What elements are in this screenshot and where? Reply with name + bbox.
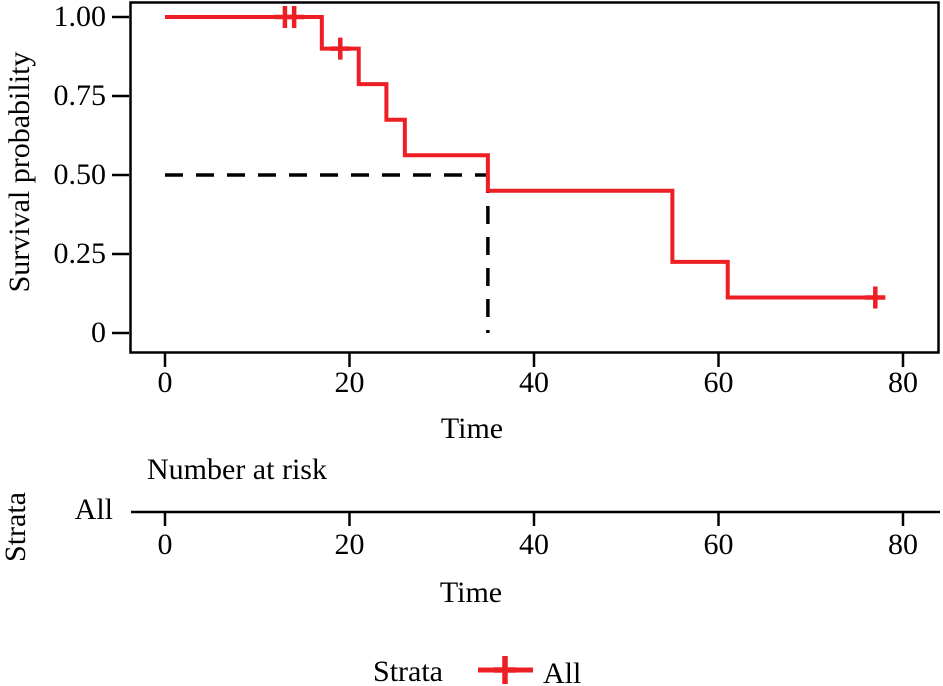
censor-marks: [274, 6, 886, 309]
risk-x-axis-title: Time: [439, 576, 503, 609]
y-tick-label: 1.00: [53, 0, 107, 33]
risk-x-tick-label: 0: [157, 528, 173, 561]
risk-table-axis-ticks: [163, 512, 905, 526]
censor-plus-mark: [330, 37, 351, 60]
y-tick-label: 0.25: [53, 237, 107, 270]
y-tick-label: 0.50: [53, 158, 107, 191]
y-tick-label: 0: [91, 316, 106, 349]
x-tick-label: 20: [334, 366, 365, 399]
x-axis-title: Time: [440, 412, 504, 445]
survival-step-curve: [165, 15, 885, 300]
median-survival-dashed-lines: [165, 173, 490, 333]
legend-plus-icon: [494, 656, 516, 684]
risk-x-tick-label: 80: [888, 528, 918, 561]
risk-x-tick-label: 20: [334, 528, 365, 561]
risk-table-row-label: All: [74, 493, 113, 526]
censor-plus-mark: [284, 6, 305, 28]
risk-table-axis-title: Strata: [0, 492, 32, 562]
legend-key-marker: [478, 656, 533, 684]
legend-item-label: All: [543, 657, 582, 686]
x-tick-label: 80: [888, 366, 918, 399]
censor-plus-mark: [865, 286, 886, 309]
km-curve-all: [165, 15, 885, 300]
x-tick-label: 60: [703, 366, 734, 399]
axis-ticks: [112, 15, 905, 367]
risk-x-tick-label: 40: [519, 528, 549, 561]
x-tick-label: 0: [157, 366, 173, 399]
plot-panel-border: [129, 1, 940, 354]
x-tick-label: 40: [519, 366, 549, 399]
risk-x-tick-label: 60: [703, 528, 734, 561]
y-tick-label: 0.75: [53, 79, 107, 112]
y-axis-title: Survival probability: [3, 51, 36, 293]
legend-title: Strata: [373, 655, 443, 686]
risk-table-title: Number at risk: [147, 453, 327, 486]
